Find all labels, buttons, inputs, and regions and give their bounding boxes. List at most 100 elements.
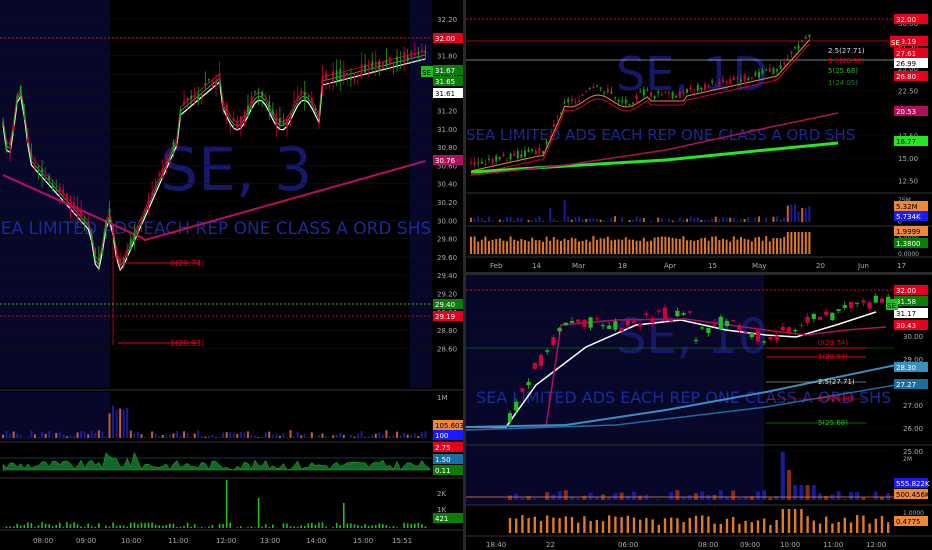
candle-body [774, 335, 779, 340]
price-tag-text: 100 [435, 432, 448, 440]
bottom-right-chart-svg[interactable]: SE, 10 SEA LIMITED ADS EACH REP ONE CLAS… [466, 275, 932, 550]
candle-body [250, 96, 253, 106]
indicator-bar [671, 237, 674, 254]
br-indicator: 1.0000 [508, 509, 924, 533]
candle-body [786, 58, 789, 60]
volume-bar [413, 432, 416, 438]
candle-body [90, 234, 93, 239]
candle-body [538, 147, 541, 153]
volume-bar [642, 218, 645, 222]
top-right-chart-pane[interactable]: SE, 1D SEA LIMITED ADS EACH REP ONE CLAS… [466, 0, 932, 272]
candle-body [257, 93, 260, 95]
candle-body [836, 309, 841, 312]
candle-body [786, 327, 792, 333]
candle-body [599, 87, 602, 89]
candle-body [718, 316, 723, 330]
candle-body [772, 68, 775, 74]
tick-bar [311, 522, 313, 528]
volume-bar [97, 430, 100, 438]
candle-body [808, 34, 811, 37]
volume-bar [873, 491, 878, 500]
candle-body [527, 149, 530, 153]
volume-bar [776, 216, 778, 222]
br-candles [507, 292, 891, 426]
candle-body [183, 101, 185, 105]
volume-bar [632, 491, 636, 500]
indicator-bar [642, 237, 645, 254]
volume-bar [638, 495, 643, 500]
candle-body [650, 91, 652, 97]
volume-bar [94, 432, 97, 438]
left-chart-svg[interactable]: SE, 3 SEA LIMITED ADS EACH REP ONE CLASS… [0, 0, 463, 550]
volume-bar [704, 219, 706, 222]
indicator-bar [668, 237, 670, 254]
volume-bar [765, 217, 768, 222]
indicator-bar [614, 516, 617, 533]
indicator-bar [577, 522, 580, 533]
candle-body [614, 97, 616, 99]
candle-body [66, 193, 68, 202]
tick-bar [350, 523, 352, 528]
volume-bar [689, 216, 692, 222]
candle-body [73, 202, 75, 208]
indicator-bar [738, 523, 741, 533]
tick-bar [87, 523, 89, 528]
tick-bar [335, 522, 338, 528]
br-time-axis[interactable]: 18:40 22 06:00 08:00 09:00 10:00 11:00 12:00 [486, 541, 886, 549]
left-chart-pane[interactable]: SE, 3 SEA LIMITED ADS EACH REP ONE CLASS… [0, 0, 463, 550]
indicator-bar [831, 523, 834, 533]
vertical-divider[interactable] [463, 0, 466, 550]
volume-bar [207, 435, 210, 438]
indicator-bar [570, 517, 574, 533]
tick-bar [44, 523, 47, 528]
candle-body [371, 61, 374, 69]
volume-bar [786, 205, 789, 222]
indicator-bar [477, 241, 480, 254]
candle-body [222, 101, 224, 108]
bottom-right-chart-pane[interactable]: SE, 10 SEA LIMITED ADS EACH REP ONE CLAS… [466, 275, 932, 550]
candle-body [225, 104, 228, 113]
candle-body [619, 328, 624, 332]
indicator-bar [558, 518, 561, 533]
candle-body [509, 153, 512, 160]
indicator-bar [657, 237, 660, 254]
candle-body [581, 94, 584, 96]
indicator-bar [763, 518, 766, 533]
candle-body [495, 156, 498, 162]
volume-bar [664, 221, 667, 222]
volume-bar [696, 217, 699, 222]
volume-bar [364, 437, 367, 438]
candle-body [190, 95, 193, 100]
indicator-bar [542, 241, 544, 254]
time-tick-label: 15:00 [353, 537, 373, 545]
tr-candles [470, 34, 811, 168]
tr-time-axis[interactable]: Feb 14 Mar 18 Apr 15 May 20 Jun 17 [490, 262, 906, 270]
indicator-bar [750, 241, 753, 254]
candle-body [342, 71, 345, 80]
candle-body [236, 120, 239, 129]
volume-bar [824, 495, 829, 500]
price-tag [433, 454, 463, 464]
volume-bar [880, 496, 884, 500]
volume-bar [385, 430, 388, 438]
horizontal-divider[interactable] [466, 272, 932, 275]
volume-bar [144, 436, 146, 438]
tick-bar [360, 526, 363, 528]
tick-bar [115, 526, 118, 528]
green-ma [2, 54, 426, 267]
candle-body [545, 350, 550, 352]
price-tag [894, 211, 928, 221]
time-tick-label: 15 [708, 262, 717, 270]
time-tick-label: 15:51 [392, 537, 412, 545]
tick-bar [410, 523, 413, 528]
left-time-axis[interactable]: 08:00 09:00 10:00 11:00 12:00 13:00 14:00 15:00… [33, 537, 412, 545]
price-tag [433, 76, 463, 86]
volume-bar [849, 491, 853, 500]
price-tag-text: 30.76 [435, 157, 456, 165]
candle-body [165, 164, 168, 166]
tick-bar [385, 525, 388, 528]
top-right-chart-svg[interactable]: SE, 1D SEA LIMITED ADS EACH REP ONE CLAS… [466, 0, 932, 272]
volume-bar [650, 220, 652, 222]
time-tick-label: 11:00 [823, 541, 843, 549]
volume-bar [161, 434, 164, 438]
